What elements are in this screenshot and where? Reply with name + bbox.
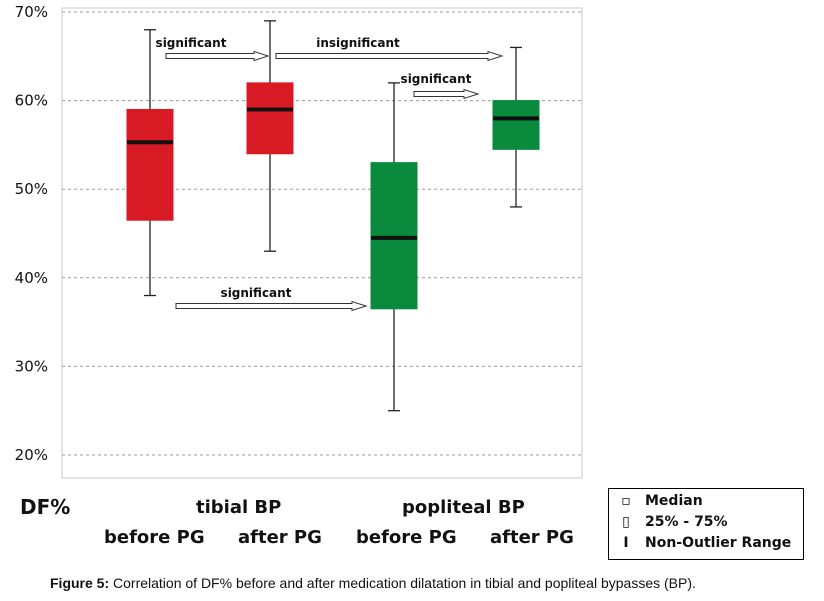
caption-prefix: Figure 5: (50, 575, 110, 591)
y-axis-title: DF% (20, 495, 71, 519)
y-tick-label-60: 60% (15, 92, 48, 110)
annotation-label-2: significant (401, 72, 472, 86)
annotation-arrow-3 (175, 300, 368, 312)
category-label-tibial-before: before PG (104, 527, 205, 548)
annotation-layer: significant insignificant significant signi… (156, 36, 504, 312)
box-iqr-0 (126, 108, 174, 221)
annotation-label-1: insignificant (316, 36, 400, 50)
legend-label-box: 25% - 75% (645, 514, 728, 530)
annotation-arrow-2 (413, 88, 480, 100)
annotation-label-0: significant (156, 36, 227, 50)
annotation-label-3: significant (221, 286, 292, 300)
annotation-arrow-0 (165, 50, 270, 62)
y-tick-label-20: 20% (15, 446, 48, 464)
category-label-tibial-after: after PG (238, 527, 322, 548)
legend-item-median: ▫ Median (617, 493, 703, 509)
box-iqr-2 (370, 162, 418, 310)
median-symbol-icon: ▫ (621, 493, 631, 509)
y-tick-label-40: 40% (15, 269, 48, 287)
legend: ▫ Median ▯ 25% - 75% I Non-Outlier Range (608, 488, 804, 560)
y-tick-label-70: 70% (15, 3, 48, 21)
legend-label-median: Median (645, 493, 703, 509)
box-layer (126, 20, 540, 412)
box-iqr-3 (492, 100, 540, 150)
figure-caption: Figure 5: Correlation of DF% before and … (50, 575, 696, 591)
legend-label-range: Non-Outlier Range (645, 535, 792, 551)
caption-text: Correlation of DF% before and after medi… (109, 575, 696, 591)
legend-item-box: ▯ 25% - 75% (617, 514, 728, 530)
category-label-popliteal-after: after PG (490, 527, 574, 548)
annotation-arrow-1 (275, 50, 504, 62)
whisker-symbol-icon: I (623, 535, 629, 551)
plot-frame (61, 7, 583, 479)
box-iqr-1 (246, 82, 294, 155)
group-label-popliteal: popliteal BP (402, 497, 525, 518)
y-tick-label-30: 30% (15, 357, 48, 375)
box-symbol-icon: ▯ (622, 514, 630, 530)
y-tick-label-50: 50% (15, 180, 48, 198)
group-label-tibial: tibial BP (196, 497, 282, 518)
axis-layer: 20% 30% 40% 50% 60% 70% (15, 3, 583, 479)
category-label-popliteal-before: before PG (356, 527, 457, 548)
legend-item-range: I Non-Outlier Range (617, 535, 791, 551)
grid-layer (62, 11, 582, 456)
